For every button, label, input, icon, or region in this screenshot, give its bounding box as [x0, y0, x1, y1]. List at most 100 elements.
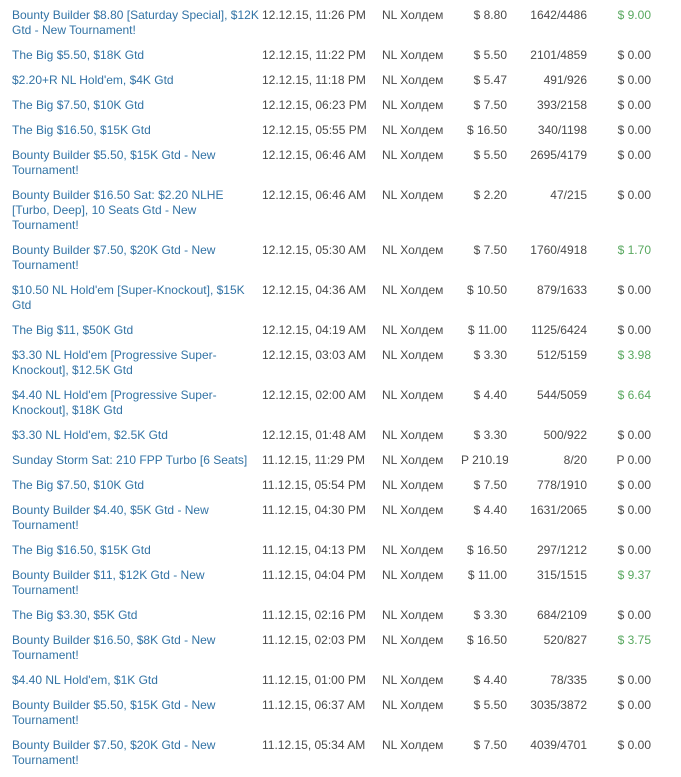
table-row[interactable]: The Big $3.30, $5K Gtd 11.12.15, 02:16 P…: [0, 603, 681, 628]
row-place: 1642/4486: [530, 8, 587, 22]
table-row[interactable]: Bounty Builder $4.40, $5K Gtd - New Tour…: [0, 498, 681, 538]
tournament-name-cell: $4.40 NL Hold'em, $1K Gtd: [0, 668, 262, 693]
row-game: NL Холдем: [382, 73, 444, 87]
tournament-name-cell: $2.20+R NL Hold'em, $4K Gtd: [0, 68, 262, 93]
tournament-link[interactable]: Bounty Builder $7.50, $20K Gtd - New Tou…: [12, 738, 216, 767]
tournament-name-cell: The Big $16.50, $15K Gtd: [0, 538, 262, 563]
table-row[interactable]: The Big $16.50, $15K Gtd 12.12.15, 05:55…: [0, 118, 681, 143]
tournament-link[interactable]: $3.30 NL Hold'em, $2.5K Gtd: [12, 428, 168, 442]
row-date: 11.12.15, 04:13 PM: [262, 543, 366, 557]
row-date: 12.12.15, 06:46 AM: [262, 148, 367, 162]
tournament-link[interactable]: Sunday Storm Sat: 210 FPP Turbo [6 Seats…: [12, 453, 248, 467]
tournament-link[interactable]: Bounty Builder $11, $12K Gtd - New Tourn…: [12, 568, 205, 597]
tournament-link[interactable]: The Big $5.50, $18K Gtd: [12, 48, 145, 62]
tournament-link[interactable]: $10.50 NL Hold'em [Super-Knockout], $15K…: [12, 283, 245, 312]
row-date: 11.12.15, 06:37 AM: [262, 698, 366, 712]
row-buyin: $ 3.30: [473, 348, 507, 362]
tournament-name-cell: $4.40 NL Hold'em [Progressive Super-Knoc…: [0, 383, 262, 423]
table-row[interactable]: Bounty Builder $11, $12K Gtd - New Tourn…: [0, 563, 681, 603]
row-winnings: $ 3.75: [617, 633, 651, 647]
tournament-link[interactable]: Bounty Builder $7.50, $20K Gtd - New Tou…: [12, 243, 216, 272]
table-row[interactable]: $4.40 NL Hold'em [Progressive Super-Knoc…: [0, 383, 681, 423]
table-row[interactable]: Bounty Builder $5.50, $15K Gtd - New Tou…: [0, 143, 681, 183]
tournament-link[interactable]: The Big $7.50, $10K Gtd: [12, 98, 145, 112]
tournament-link[interactable]: $3.30 NL Hold'em [Progressive Super-Knoc…: [12, 348, 217, 377]
table-row[interactable]: Sunday Storm Sat: 210 FPP Turbo [6 Seats…: [0, 448, 681, 473]
row-game: NL Холдем: [382, 123, 444, 137]
table-row[interactable]: $10.50 NL Hold'em [Super-Knockout], $15K…: [0, 278, 681, 318]
table-row[interactable]: Bounty Builder $16.50, $8K Gtd - New Tou…: [0, 628, 681, 668]
table-row[interactable]: Bounty Builder $7.50, $20K Gtd - New Tou…: [0, 733, 681, 773]
row-winnings: $ 0.00: [617, 283, 651, 297]
row-winnings: $ 9.37: [617, 568, 651, 582]
row-place: 684/2109: [536, 608, 587, 622]
table-row[interactable]: The Big $7.50, $10K Gtd 12.12.15, 06:23 …: [0, 93, 681, 118]
row-game: NL Холдем: [382, 633, 444, 647]
row-game: NL Холдем: [382, 348, 444, 362]
table-row[interactable]: The Big $7.50, $10K Gtd 11.12.15, 05:54 …: [0, 473, 681, 498]
tournament-link[interactable]: The Big $16.50, $15K Gtd: [12, 543, 151, 557]
tournament-link[interactable]: Bounty Builder $4.40, $5K Gtd - New Tour…: [12, 503, 209, 532]
table-row[interactable]: Bounty Builder $5.50, $15K Gtd - New Tou…: [0, 693, 681, 733]
row-date: 11.12.15, 01:00 PM: [262, 673, 366, 687]
tournament-link[interactable]: The Big $7.50, $10K Gtd: [12, 478, 145, 492]
row-place: 47/215: [550, 188, 587, 202]
row-game: NL Холдем: [382, 453, 444, 467]
table-row[interactable]: Bounty Builder $8.80 [Saturday Special],…: [0, 3, 681, 43]
row-buyin: $ 4.40: [473, 388, 507, 402]
row-place: 4039/4701: [530, 738, 587, 752]
row-game: NL Холдем: [382, 48, 444, 62]
row-buyin: $ 11.00: [467, 323, 507, 337]
tournament-name-cell: $10.50 NL Hold'em [Super-Knockout], $15K…: [0, 278, 262, 318]
table-row[interactable]: $3.30 NL Hold'em, $2.5K Gtd 12.12.15, 01…: [0, 423, 681, 448]
row-game: NL Холдем: [382, 283, 444, 297]
tournament-link[interactable]: Bounty Builder $8.80 [Saturday Special],…: [12, 8, 259, 37]
row-buyin: $ 7.50: [473, 478, 507, 492]
tournament-name-cell: Sunday Storm Sat: 210 FPP Turbo [6 Seats…: [0, 448, 262, 473]
row-buyin: $ 5.50: [473, 698, 507, 712]
tournament-name-cell: Bounty Builder $11, $12K Gtd - New Tourn…: [0, 563, 262, 603]
row-winnings: $ 9.00: [617, 8, 651, 22]
tournament-link[interactable]: $4.40 NL Hold'em, $1K Gtd: [12, 673, 158, 687]
row-buyin: $ 4.40: [473, 503, 507, 517]
row-winnings: $ 0.00: [617, 48, 651, 62]
row-place: 500/922: [543, 428, 587, 442]
row-buyin: $ 5.50: [473, 148, 507, 162]
row-winnings: $ 0.00: [617, 323, 651, 337]
tournament-link[interactable]: The Big $16.50, $15K Gtd: [12, 123, 151, 137]
table-row[interactable]: The Big $16.50, $15K Gtd 11.12.15, 04:13…: [0, 538, 681, 563]
row-date: 12.12.15, 05:55 PM: [262, 123, 367, 137]
row-buyin: $ 5.47: [473, 73, 507, 87]
tournament-name-cell: Bounty Builder $7.50, $20K Gtd - New Tou…: [0, 733, 262, 773]
row-buyin: $ 4.40: [473, 673, 507, 687]
table-row[interactable]: The Big $5.50, $18K Gtd 12.12.15, 11:22 …: [0, 43, 681, 68]
row-buyin: $ 10.50: [466, 283, 507, 297]
row-place: 778/1910: [536, 478, 587, 492]
tournament-link[interactable]: Bounty Builder $16.50 Sat: $2.20 NLHE [T…: [12, 188, 224, 232]
tournament-link[interactable]: The Big $3.30, $5K Gtd: [12, 608, 138, 622]
tournament-link[interactable]: Bounty Builder $16.50, $8K Gtd - New Tou…: [12, 633, 216, 662]
row-winnings: P 0.00: [616, 453, 651, 467]
tournament-link[interactable]: $4.40 NL Hold'em [Progressive Super-Knoc…: [12, 388, 217, 417]
table-row[interactable]: Bounty Builder $7.50, $20K Gtd - New Tou…: [0, 238, 681, 278]
row-winnings: $ 0.00: [617, 698, 651, 712]
tournament-name-cell: Bounty Builder $5.50, $15K Gtd - New Tou…: [0, 143, 262, 183]
table-row[interactable]: $2.20+R NL Hold'em, $4K Gtd 12.12.15, 11…: [0, 68, 681, 93]
table-row[interactable]: The Big $11, $50K Gtd 12.12.15, 04:19 AM…: [0, 318, 681, 343]
row-date: 12.12.15, 03:03 AM: [262, 348, 367, 362]
row-date: 11.12.15, 02:03 PM: [262, 633, 366, 647]
table-row[interactable]: Bounty Builder $16.50 Sat: $2.20 NLHE [T…: [0, 183, 681, 238]
table-row[interactable]: $3.30 NL Hold'em [Progressive Super-Knoc…: [0, 343, 681, 383]
tournament-link[interactable]: Bounty Builder $5.50, $15K Gtd - New Tou…: [12, 698, 216, 727]
tournament-name-cell: The Big $5.50, $18K Gtd: [0, 43, 262, 68]
table-row[interactable]: $4.40 NL Hold'em, $1K Gtd 11.12.15, 01:0…: [0, 668, 681, 693]
tournament-link[interactable]: The Big $11, $50K Gtd: [12, 323, 134, 337]
row-winnings: $ 0.00: [617, 428, 651, 442]
row-place: 491/926: [543, 73, 587, 87]
tournament-link[interactable]: $2.20+R NL Hold'em, $4K Gtd: [12, 73, 174, 87]
row-buyin: $ 7.50: [473, 738, 507, 752]
row-game: NL Холдем: [382, 323, 444, 337]
tournament-name-cell: The Big $3.30, $5K Gtd: [0, 603, 262, 628]
row-winnings: $ 6.64: [617, 388, 651, 402]
tournament-link[interactable]: Bounty Builder $5.50, $15K Gtd - New Tou…: [12, 148, 216, 177]
